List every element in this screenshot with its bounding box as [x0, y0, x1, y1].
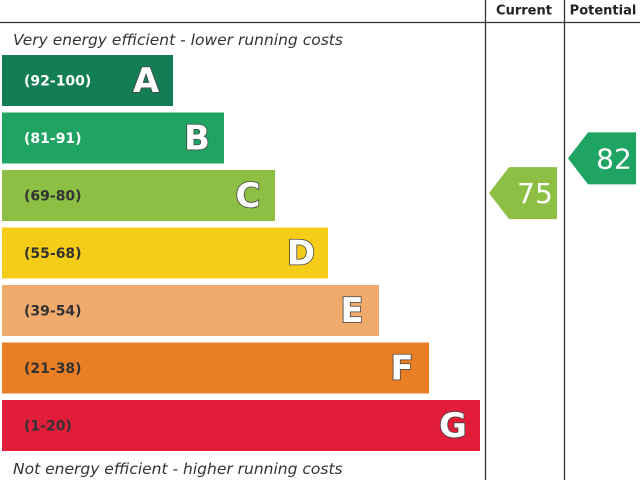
band-g-range: (1-20) — [24, 419, 72, 435]
band-f-bar — [2, 342, 429, 394]
band-g-bar — [2, 400, 480, 451]
top-caption: Very energy efficient - lower running co… — [13, 31, 343, 49]
score-arrows: 75 82 — [489, 132, 636, 220]
band-b-letter: B — [184, 119, 210, 159]
current-score-arrow — [489, 167, 557, 220]
band-e-range: (39-54) — [24, 304, 82, 320]
band-d-range: (55-68) — [24, 246, 82, 262]
band-b-bar — [2, 112, 224, 164]
current-score-label: 75 — [517, 177, 553, 210]
band-e-bar — [2, 285, 379, 336]
bottom-caption: Not energy efficient - higher running co… — [13, 460, 343, 478]
band-f: (21-38) F — [2, 342, 429, 394]
potential-score-label: 82 — [596, 142, 632, 175]
current-score: 75 — [489, 167, 557, 220]
potential-score-arrow — [568, 132, 636, 185]
band-c: (69-80) C — [2, 170, 275, 221]
band-b-range: (81-91) — [24, 131, 82, 147]
band-c-range: (69-80) — [24, 189, 82, 205]
band-c-letter: C — [236, 176, 261, 216]
band-a-letter: A — [133, 61, 160, 101]
band-d-letter: D — [287, 234, 315, 274]
potential-column-header: Potential — [570, 4, 637, 19]
band-f-range: (21-38) — [24, 361, 82, 377]
band-b: (81-91) B — [2, 112, 224, 164]
band-a-range: (92-100) — [24, 74, 91, 90]
band-a: (92-100) A — [2, 55, 173, 106]
band-d-bar — [2, 227, 328, 279]
band-c-bar — [2, 170, 275, 221]
band-e: (39-54) E — [2, 285, 379, 336]
band-d: (55-68) D — [2, 227, 328, 279]
band-g-letter: G — [439, 406, 467, 446]
band-a-bar — [2, 55, 173, 106]
band-f-letter: F — [390, 349, 413, 389]
potential-score: 82 — [568, 132, 636, 185]
band-e-letter: E — [340, 291, 363, 331]
band-g: (1-20) G — [2, 400, 480, 451]
current-column-header: Current — [496, 4, 552, 19]
rating-bands: (92-100) A (81-91) B (69-80) C (55-68) D (39-54)… — [2, 55, 480, 451]
